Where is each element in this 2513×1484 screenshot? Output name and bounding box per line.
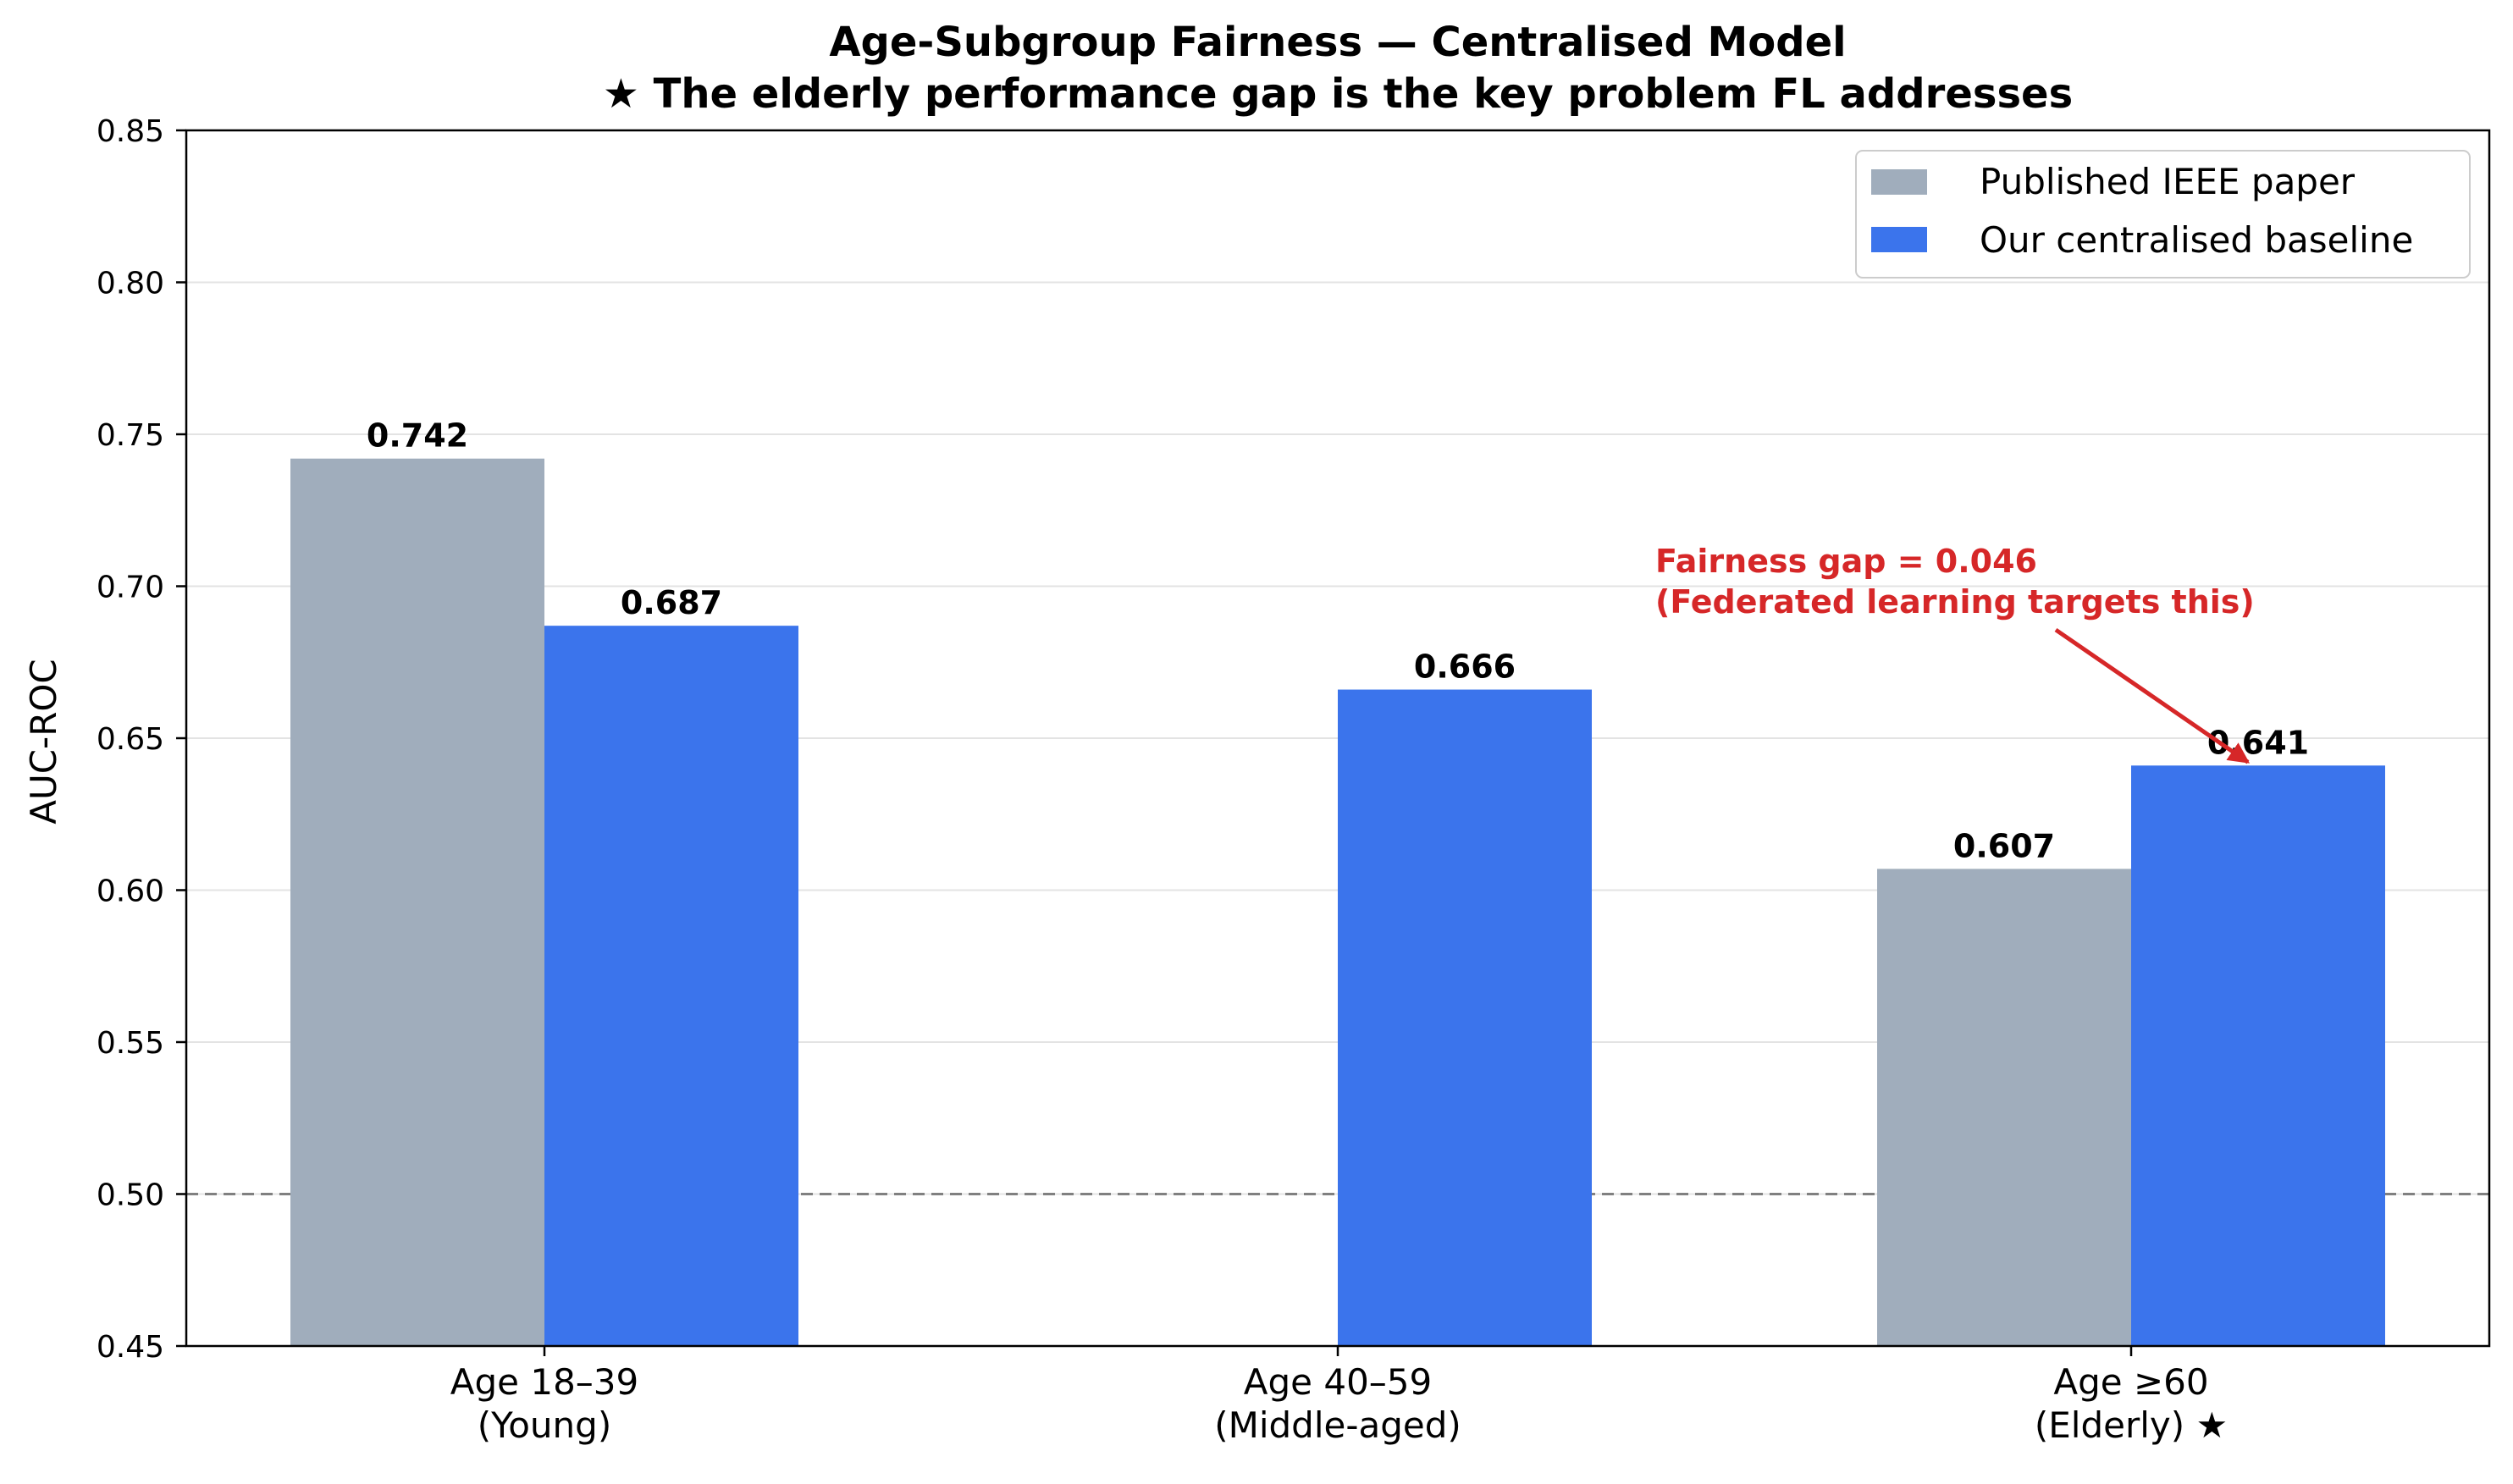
bar-baseline xyxy=(1338,689,1592,1346)
bar-value-label: 0.641 xyxy=(2207,724,2309,761)
legend: Published IEEE paper Our centralised bas… xyxy=(1855,150,2471,279)
x-tick-label-line2: (Elderly) ★ xyxy=(2035,1404,2228,1446)
x-tick-label-line1: Age ≥60 xyxy=(2053,1361,2208,1403)
x-tick-label-line2: (Young) xyxy=(478,1404,611,1446)
legend-swatch-baseline xyxy=(1871,227,1927,252)
y-tick-label: 0.55 xyxy=(97,1026,164,1061)
plot-frame xyxy=(185,129,2491,1348)
y-tick-label: 0.50 xyxy=(97,1178,164,1213)
chart-title-line1: Age-Subgroup Fairness — Centralised Mode… xyxy=(829,19,1846,66)
bar-value-label: 0.742 xyxy=(367,417,468,455)
y-tick-label: 0.70 xyxy=(97,571,164,605)
bars-group xyxy=(290,458,2385,1346)
y-tick-label: 0.85 xyxy=(97,114,164,149)
y-tick-label: 0.45 xyxy=(97,1330,164,1365)
y-tick-label: 0.65 xyxy=(97,722,164,757)
annotation-group: Fairness gap = 0.046 (Federated learning… xyxy=(1655,543,2255,764)
y-tick-label: 0.60 xyxy=(97,874,164,909)
legend-swatch-published xyxy=(1871,169,1927,195)
ticks-group: 0.45 0.50 0.55 0.60 0.65 0.70 0.75 0.80 0.85 Age … xyxy=(97,114,2228,1446)
x-tick-label-line1: Age 18–39 xyxy=(450,1361,638,1403)
y-tick-label: 0.80 xyxy=(97,267,164,301)
x-tick-label-line1: Age 40–59 xyxy=(1244,1361,1432,1403)
y-axis-label: AUC-ROC xyxy=(23,659,64,825)
x-tick-label-line2: (Middle-aged) xyxy=(1214,1404,1461,1446)
annotation-line2: (Federated learning targets this) xyxy=(1655,583,2255,621)
legend-label-baseline: Our centralised baseline xyxy=(1980,219,2413,261)
bar-value-label: 0.666 xyxy=(1414,648,1516,686)
chart-title-line2: ★ The elderly performance gap is the key… xyxy=(603,70,2073,118)
bar-value-label: 0.607 xyxy=(1953,827,2055,864)
bar-baseline xyxy=(544,626,798,1346)
bar-baseline xyxy=(2131,765,2385,1346)
annotation-line1: Fairness gap = 0.046 xyxy=(1655,543,2037,580)
bar-value-label: 0.687 xyxy=(621,584,722,621)
data-labels-group: 0.742 0.687 0.666 0.607 0.641 xyxy=(367,417,2309,865)
y-tick-label: 0.75 xyxy=(97,418,164,453)
legend-label-published: Published IEEE paper xyxy=(1980,161,2356,202)
legend-frame xyxy=(1855,150,2471,279)
annotation-arrow xyxy=(2054,627,2251,764)
bar-published xyxy=(290,458,544,1346)
bar-published xyxy=(1877,869,2131,1346)
